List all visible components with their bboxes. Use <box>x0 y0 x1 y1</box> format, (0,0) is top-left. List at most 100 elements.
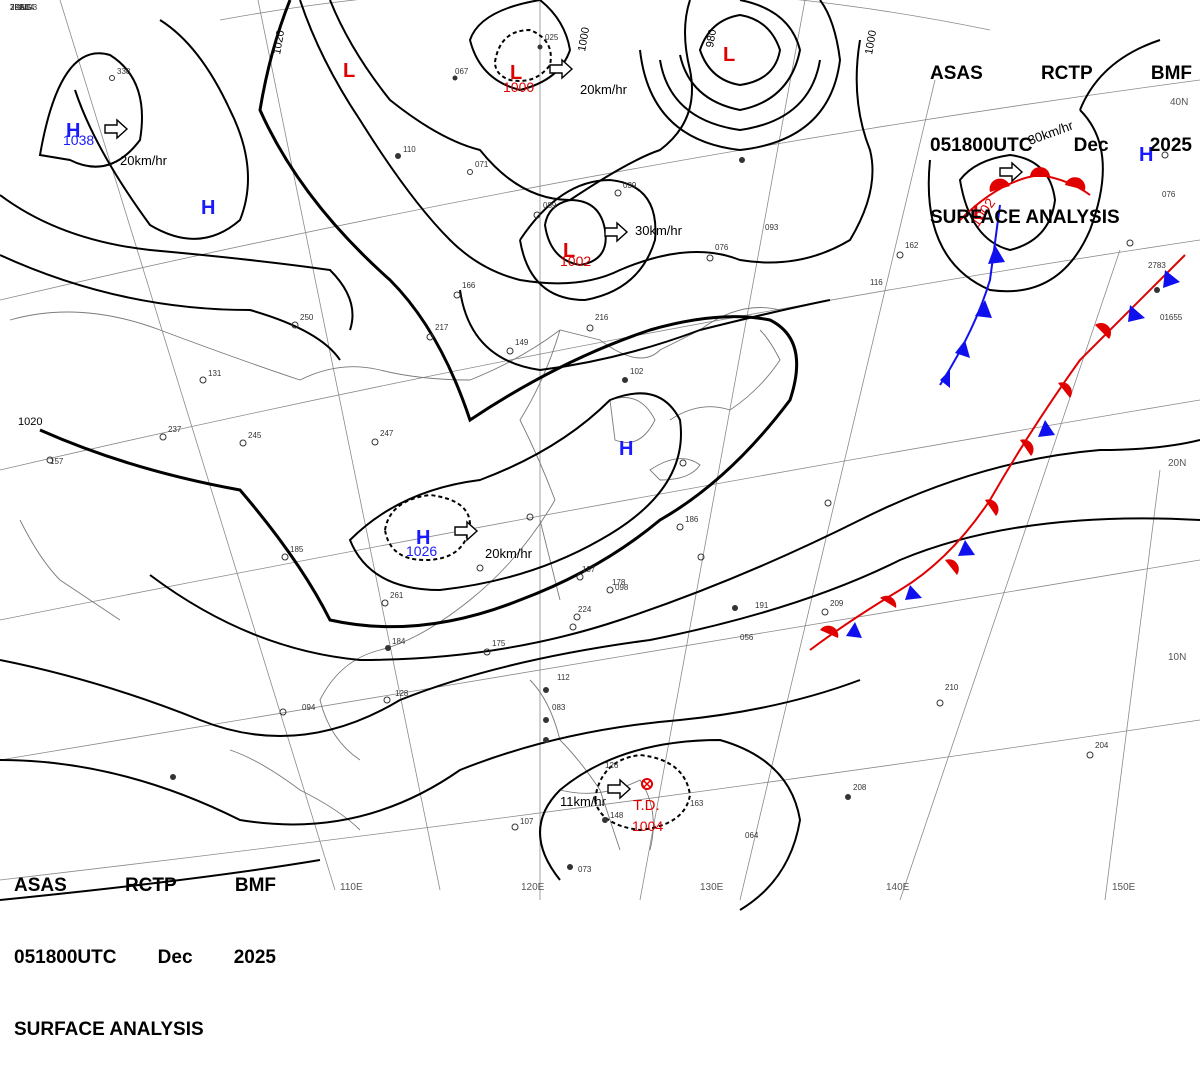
station-value-label: 148 <box>610 811 624 820</box>
motion-arrow-icon <box>999 161 1024 183</box>
isobar <box>459 289 831 372</box>
station-value-label: 247 <box>380 429 394 438</box>
latitude-label: 20N <box>1168 458 1186 469</box>
station-value-label: 01655 <box>1160 313 1183 322</box>
pressure-system-high: H <box>201 197 215 219</box>
station-value-label: 185 <box>290 545 304 554</box>
isobar <box>927 109 1104 293</box>
isobar-value-label: 1020 <box>271 29 287 55</box>
station-value-label: 076 <box>715 243 729 252</box>
motion-speed-label: 30km/hr <box>635 223 683 238</box>
station-value-label: 338 <box>117 67 131 76</box>
system-type-label: T.D. <box>633 797 660 814</box>
product-name: SURFACE ANALYSIS <box>930 207 1120 228</box>
graticule <box>0 0 1200 901</box>
valid-month: Dec <box>157 947 193 968</box>
stationary-front-line <box>809 254 1186 651</box>
station-value-label: 2GNG3 <box>10 3 38 12</box>
pressure-system-low: L <box>723 44 735 66</box>
motion-speed-label: 20km/hr <box>485 546 533 561</box>
station-value-label: 107 <box>520 817 534 826</box>
station-value-label: 073 <box>578 865 592 874</box>
station-value-label: 093 <box>765 223 779 232</box>
motion-arrow-icon <box>104 118 129 140</box>
station-value-label: 089 <box>543 201 557 210</box>
valid-time: 051800UTC <box>14 947 117 968</box>
motion-speed-label: 20km/hr <box>120 153 168 168</box>
isobar <box>958 153 1057 252</box>
station-value-label: 224 <box>578 605 592 614</box>
station-value-label: 209 <box>830 599 844 608</box>
pressure-system-tropical-depression: T.D. 1004 11km/hr <box>560 778 663 834</box>
station-value-label: 076 <box>1162 190 1176 199</box>
fronts <box>809 167 1186 651</box>
station-value-label: 157 <box>50 457 64 466</box>
station-value-label: 178 <box>612 578 626 587</box>
station-value-label: 261 <box>390 591 404 600</box>
system-pressure-value: 1004 <box>632 818 663 834</box>
valid-time-row: 051800UTC Dec 2025 <box>930 134 1192 158</box>
station-value-label: 184 <box>392 637 406 646</box>
coastlines <box>9 307 781 851</box>
station-value-label: 067 <box>455 67 469 76</box>
station-value-label: 039 <box>623 181 637 190</box>
pressure-system-low: L <box>343 60 355 82</box>
isobar <box>0 679 861 826</box>
station-value-label: 204 <box>1095 741 1109 750</box>
station-value-label: 112 <box>557 673 570 682</box>
isobar-value-label: 1000 <box>863 29 879 55</box>
isobar <box>329 0 693 202</box>
valid-time: 051800UTC <box>930 135 1033 156</box>
isobar-1000 <box>468 0 572 92</box>
motion-arrow-icon <box>607 778 632 800</box>
station-value-label: 208 <box>853 783 867 792</box>
latitude-label: 40N <box>1170 97 1188 108</box>
station-value-label: 098 <box>615 583 629 592</box>
isobar-value-label: 980 <box>704 28 719 48</box>
agency-code: BMF <box>234 875 276 896</box>
station-value-label: 7LSU <box>10 3 30 12</box>
station-value-label: 128 <box>395 689 409 698</box>
weather-map: 338 067 025 110 071 089 039 166 217 149 216 102 131 2… <box>0 0 1200 911</box>
product-header-top-right: ASAS RCTP BMF 051800UTC Dec 2025 SURFACE… <box>930 14 1192 254</box>
station-value-label: 2783 <box>1148 261 1166 270</box>
system-type-label: H <box>201 197 215 219</box>
station-value-label: 162 <box>905 241 919 250</box>
product-header-bottom-left: ASAS RCTP BMF 051800UTC Dec 2025 SURFACE… <box>14 826 276 1066</box>
system-pressure-value: 1038 <box>63 132 94 148</box>
station-plots: 338 067 025 110 071 089 039 166 217 149 216 102 131 2… <box>10 3 1183 874</box>
occluded-front-line <box>939 204 1001 386</box>
station-value-label: 083 <box>552 703 566 712</box>
agency-code: RCTP <box>124 875 177 896</box>
station-value-label: 116 <box>870 278 883 287</box>
station-value-label: 210 <box>945 683 959 692</box>
isobar <box>299 0 874 285</box>
isobar <box>0 194 354 331</box>
product-name: SURFACE ANALYSIS <box>14 1019 204 1040</box>
cold-front-triangles <box>846 245 1180 638</box>
system-type-label: L <box>723 44 735 66</box>
tropical-depression-symbol <box>641 778 653 790</box>
system-type-label: H <box>1139 144 1153 166</box>
dashed-isobars <box>383 28 692 832</box>
station-value-label: 102 <box>630 367 644 376</box>
valid-time-row: 051800UTC Dec 2025 <box>14 946 276 970</box>
agency-codes-row: ASAS RCTP BMF <box>14 874 276 898</box>
isobar <box>38 19 249 240</box>
station-value-label: 110 <box>403 145 416 154</box>
isobar <box>0 517 1200 737</box>
longitude-label: 110E <box>340 882 363 893</box>
isobar-1020 <box>39 0 799 629</box>
agency-code: RCTP <box>1040 63 1093 84</box>
pressure-system-high: H <box>1139 144 1153 166</box>
station-value-label: 126 <box>605 761 619 770</box>
valid-year: 2025 <box>233 947 276 968</box>
agency-code: ASAS <box>14 875 67 896</box>
station-value-label: 217 <box>435 323 449 332</box>
system-type-label: H <box>66 120 80 142</box>
isobar-value-label: 1000 <box>576 26 592 52</box>
station-value-label: 3PAE4 <box>10 3 35 12</box>
station-value-label: 131 <box>208 369 222 378</box>
